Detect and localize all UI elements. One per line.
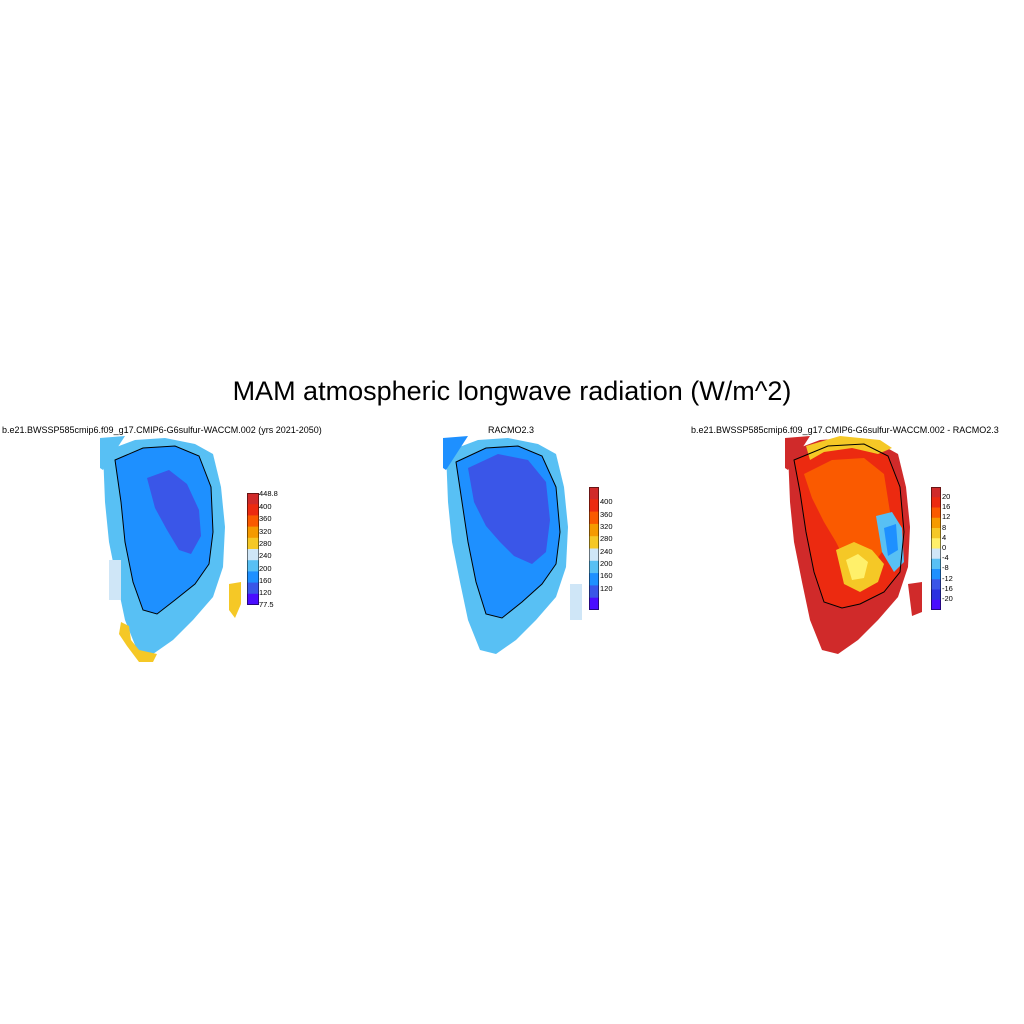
- colorbar-ramp: [589, 487, 599, 611]
- colorbar-swatch: [589, 536, 599, 549]
- greenland-field-model: [100, 436, 241, 662]
- colorbar-label: 120: [259, 588, 272, 597]
- colorbar-swatch: [589, 560, 599, 574]
- field-light-yellow: [846, 554, 868, 580]
- colorbar-swatch: [247, 537, 259, 550]
- colorbar-ramp: [931, 487, 941, 611]
- colorbar-swatch: [247, 593, 259, 606]
- colorbar-border: [589, 487, 599, 610]
- colorbar-label: 280: [600, 534, 613, 543]
- colorbar-swatch: [931, 558, 941, 570]
- colorbar-label: 120: [600, 584, 613, 593]
- colorbar-swatch: [589, 573, 599, 586]
- colorbar-border: [247, 493, 259, 605]
- colorbar-swatch: [931, 507, 941, 519]
- panel-1-colorbar: 448.8 400 360 320 280 240 200 160 120 77…: [247, 489, 278, 610]
- colorbar-label: 12: [942, 512, 951, 521]
- figure-title: MAM atmospheric longwave radiation (W/m^…: [232, 376, 792, 406]
- colorbar-label: -20: [942, 594, 953, 603]
- colorbar-label: 280: [259, 539, 272, 548]
- colorbar-swatch: [589, 523, 599, 537]
- colorbar-label: -16: [942, 584, 953, 593]
- colorbar-label: 400: [600, 497, 613, 506]
- field-east-red: [908, 582, 922, 616]
- colorbar-label: 200: [600, 559, 613, 568]
- colorbar-swatch: [589, 511, 599, 525]
- colorbar-label: 360: [259, 514, 272, 523]
- coastline: [455, 445, 561, 619]
- colorbar-label: 160: [259, 576, 272, 585]
- colorbar-label: 360: [600, 510, 613, 519]
- colorbar-label: 0: [942, 543, 947, 552]
- colorbar-label: 4: [942, 533, 947, 542]
- colorbar-swatch: [247, 582, 259, 595]
- field-south-yellow: [119, 622, 157, 662]
- colorbar-label: 320: [600, 522, 613, 531]
- colorbar-label: 20: [942, 492, 951, 501]
- field-north-yellow: [806, 436, 892, 460]
- colorbar-swatch: [247, 515, 259, 528]
- panel-2-map: [443, 436, 582, 654]
- panel-2-title: RACMO2.3: [488, 425, 535, 435]
- colorbar-swatch: [247, 526, 259, 539]
- colorbar-ramp: [247, 493, 259, 606]
- field-orange: [804, 458, 890, 568]
- colorbar-swatch: [589, 548, 599, 562]
- colorbar-label: 8: [942, 523, 947, 532]
- panel-3-title: b.e21.BWSSP585cmip6.f09_g17.CMIP6-G6sulf…: [691, 425, 999, 435]
- field-west-light: [109, 560, 121, 600]
- panel-3-map: [785, 436, 922, 654]
- colorbar-swatch: [247, 571, 259, 584]
- colorbar-label: 200: [259, 564, 272, 573]
- field-interior: [147, 470, 201, 554]
- colorbar-swatch: [589, 487, 599, 500]
- colorbar-border: [931, 487, 941, 610]
- colorbar-swatch: [931, 569, 941, 580]
- colorbar-label: -12: [942, 574, 953, 583]
- colorbar-swatch: [931, 589, 941, 601]
- colorbar-label: 160: [600, 571, 613, 580]
- coastline: [114, 445, 214, 615]
- colorbar-label: 240: [259, 551, 272, 560]
- colorbar-swatch: [931, 517, 941, 529]
- field-east-light: [570, 584, 582, 620]
- colorbar-label: -4: [942, 553, 949, 562]
- colorbar-swatch: [247, 504, 259, 516]
- colorbar-swatch: [931, 548, 941, 560]
- colorbar-label: 16: [942, 502, 951, 511]
- colorbar-swatch: [247, 493, 259, 505]
- colorbar-label: 77.5: [259, 600, 274, 609]
- colorbar-swatch: [931, 579, 941, 590]
- colorbar-swatch: [931, 528, 941, 539]
- colorbar-swatch: [589, 597, 599, 611]
- panel-1-map: [100, 436, 241, 662]
- field-east-yellow: [229, 582, 241, 618]
- colorbar-swatch: [589, 585, 599, 599]
- ellesmere-patch: [785, 436, 810, 470]
- ellesmere-patch: [443, 436, 468, 470]
- colorbar-swatch: [247, 560, 259, 572]
- colorbar-swatch: [589, 499, 599, 513]
- greenland-field-racmo: [443, 436, 582, 654]
- panel-2-colorbar: 400 360 320 280 240 200 160 120: [589, 487, 613, 615]
- colorbar-swatch: [931, 538, 941, 549]
- colorbar-label: 240: [600, 547, 613, 556]
- panel-3-colorbar: 20 16 12 8 4 0 -4 -8 -12 -16 -20: [931, 487, 953, 615]
- colorbar-swatch: [931, 487, 941, 498]
- field-deep-blue: [884, 524, 898, 556]
- colorbar-swatch: [931, 497, 941, 508]
- ellesmere-patch: [100, 436, 125, 470]
- panel-1-title: b.e21.BWSSP585cmip6.f09_g17.CMIP6-G6sulf…: [2, 425, 322, 435]
- field-interior: [468, 454, 550, 564]
- colorbar-label: 448.8: [259, 489, 278, 498]
- colorbar-label: 400: [259, 502, 272, 511]
- colorbar-label: -8: [942, 563, 949, 572]
- colorbar-label: 320: [259, 527, 272, 536]
- coastline: [793, 443, 905, 609]
- colorbar-swatch: [247, 549, 259, 561]
- colorbar-swatch: [931, 599, 941, 611]
- greenland-field-difference: [785, 436, 922, 654]
